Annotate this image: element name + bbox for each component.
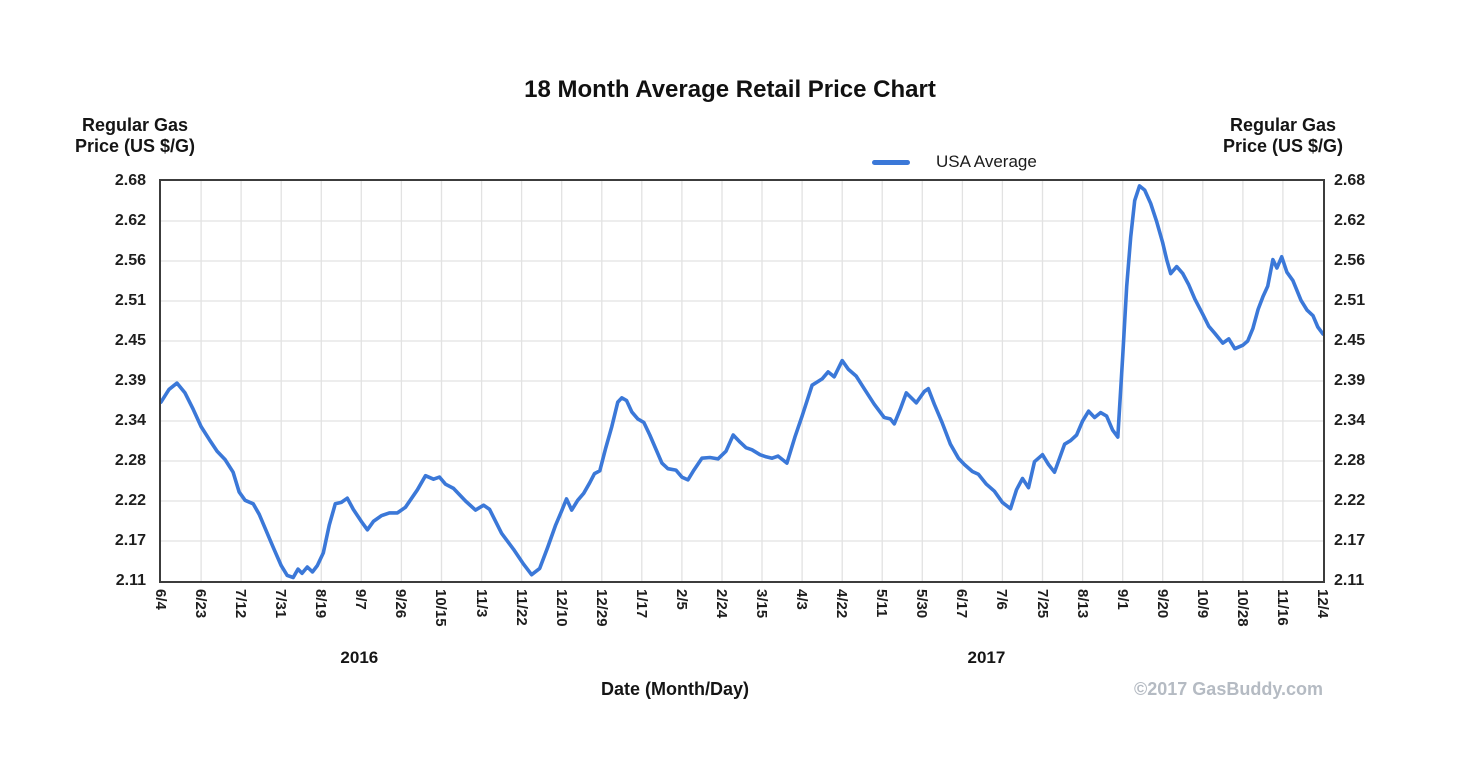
y-axis-title-left: Regular Gas Price (US $/G) [40,115,230,157]
y-tick-label-left: 2.62 [114,212,146,229]
y-tick-label-left: 2.45 [114,332,146,349]
y-axis-title-left-line2: Price (US $/G) [74,136,196,156]
x-tick-label: 9/26 [392,589,410,619]
y-tick-label-left: 2.68 [114,172,146,189]
y-axis-title-right-line1: Regular Gas [1229,115,1337,135]
x-tick-label: 10/15 [432,589,450,627]
x-tick-label: 4/3 [793,589,811,610]
year-label: 2016 [340,648,379,667]
x-tick-label: 6/4 [152,589,169,610]
x-tick-label: 9/7 [352,589,370,610]
x-tick-label: 12/29 [592,589,610,627]
legend-label: USA Average [936,152,1037,171]
y-tick-label-right: 2.62 [1334,212,1366,229]
y-tick-label-right: 2.34 [1334,412,1366,429]
legend-line-swatch [872,159,910,165]
x-tick-label: 11/3 [472,589,490,618]
x-tick-label: 5/30 [913,589,931,619]
x-tick-label: 7/6 [993,589,1011,610]
y-axis-title-left-line1: Regular Gas [81,115,189,135]
y-tick-label-right: 2.22 [1334,492,1366,509]
y-tick-label-left: 2.11 [115,572,146,589]
line-chart-svg [161,181,1323,581]
x-tick-label: 5/11 [873,589,891,618]
x-tick-label: 7/25 [1033,589,1051,619]
x-tick-label: 9/20 [1153,589,1171,619]
y-tick-label-right: 2.56 [1334,252,1366,269]
x-tick-label: 3/15 [753,589,771,619]
page-title: 18 Month Average Retail Price Chart [524,76,936,103]
x-tick-label: 10/28 [1233,589,1251,627]
x-tick-label: 11/22 [512,589,530,626]
x-tick-label: 12/4 [1314,589,1331,619]
year-label: 2017 [967,648,1006,667]
x-tick-label: 9/1 [1113,589,1131,610]
y-tick-label-left: 2.28 [114,452,146,469]
series-line-usa-average [161,184,1323,580]
x-tick-label: 11/16 [1273,589,1291,626]
y-tick-label-left: 2.51 [114,292,146,309]
x-axis-title: Date (Month/Day) [601,679,749,699]
y-tick-label-right: 2.45 [1334,332,1366,349]
x-tick-label: 7/31 [272,589,290,619]
y-tick-label-right: 2.39 [1334,372,1366,389]
y-tick-label-right: 2.28 [1334,452,1366,469]
y-tick-label-right: 2.68 [1334,172,1366,189]
x-tick-label: 8/13 [1073,589,1091,619]
y-tick-label-right: 2.11 [1334,572,1365,589]
y-tick-label-left: 2.22 [114,492,146,509]
x-tick-label: 7/12 [232,589,250,619]
plot-area [159,179,1325,583]
x-tick-label: 2/24 [712,589,730,619]
y-tick-label-left: 2.56 [114,252,146,269]
y-tick-label-left: 2.39 [114,372,146,389]
x-tick-label: 1/17 [632,589,650,619]
x-tick-label: 8/19 [312,589,330,619]
y-tick-label-right: 2.51 [1334,292,1366,309]
x-tick-label: 10/9 [1193,589,1211,619]
y-axis-title-right-line2: Price (US $/G) [1222,136,1344,156]
x-tick-label: 4/22 [833,589,851,619]
y-tick-label-left: 2.34 [114,412,146,429]
y-tick-label-right: 2.17 [1334,532,1366,549]
y-axis-title-right: Regular Gas Price (US $/G) [1188,115,1378,157]
x-tick-label: 6/17 [953,589,971,619]
x-tick-label: 12/10 [552,589,570,627]
y-tick-label-left: 2.17 [114,532,146,549]
x-tick-label: 6/23 [192,589,210,619]
legend: USA Average [872,152,1037,172]
x-tick-label: 2/5 [672,589,690,610]
copyright-watermark: ©2017 GasBuddy.com [1134,679,1323,699]
